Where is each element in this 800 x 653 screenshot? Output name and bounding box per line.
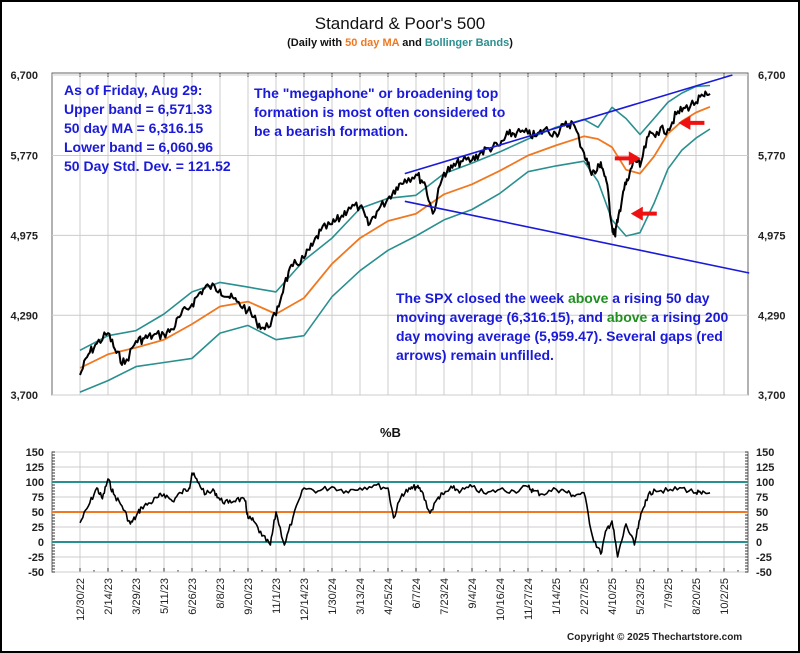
y-tick-label-left: 4,290 — [10, 310, 38, 322]
x-tick-label: 10/16/24 — [495, 578, 507, 621]
x-tick-label: 1/30/24 — [327, 578, 339, 615]
x-tick-label: 4/25/24 — [383, 578, 395, 615]
x-tick-label: 6/26/23 — [187, 578, 199, 615]
x-tick-label: 12/14/23 — [299, 578, 311, 621]
y-tick-label-right: 5,770 — [758, 151, 786, 163]
lower-band-line — [79, 128, 711, 393]
x-tick-label: 12/30/22 — [75, 578, 87, 621]
x-tick-label: 2/14/23 — [103, 578, 115, 615]
y-tick-label-right: 3,700 — [758, 390, 786, 402]
x-tick-label: 9/20/23 — [243, 578, 255, 615]
summary-annotation: The SPX closed the week above a rising 5… — [396, 290, 729, 363]
y-tick-label-left: 6,700 — [10, 70, 38, 82]
ma-line — [79, 105, 711, 369]
pctb-y-label-left: 100 — [26, 477, 44, 489]
pctb-y-label-right: 150 — [756, 447, 774, 459]
x-tick-label: 2/27/25 — [579, 578, 591, 615]
pctb-y-label-right: 25 — [756, 522, 768, 534]
chart-title: Standard & Poor's 500 — [314, 14, 486, 33]
y-tick-label-right: 4,975 — [758, 230, 786, 242]
gap-arrow-icon — [614, 151, 641, 166]
x-tick-label: 8/20/25 — [691, 578, 703, 615]
pctb-y-label-right: 125 — [756, 462, 774, 474]
x-tick-label: 11/1/23 — [271, 578, 283, 614]
y-tick-label-left: 4,975 — [10, 230, 38, 242]
copyright: Copyright © 2025 Thechartstore.com — [567, 632, 743, 643]
chart-subtitle: (Daily with 50 day MA and Bollinger Band… — [287, 37, 513, 49]
pctb-y-label-left: 75 — [32, 492, 44, 504]
pctb-y-label-right: -50 — [756, 567, 772, 579]
pctb-y-label-right: 100 — [756, 477, 774, 489]
gap-arrow-icon — [630, 206, 657, 221]
pctb-y-label-left: 0 — [38, 537, 44, 549]
x-tick-label: 10/2/25 — [719, 578, 731, 615]
x-tick-label: 3/29/23 — [131, 578, 143, 615]
stats-annotation: As of Friday, Aug 29: Upper band = 6,571… — [64, 82, 231, 174]
x-tick-label: 5/11/23 — [159, 578, 171, 614]
pctb-y-label-left: 50 — [32, 507, 44, 519]
x-tick-label: 9/4/24 — [467, 578, 479, 609]
pctb-y-label-right: 75 — [756, 492, 768, 504]
y-tick-label-right: 4,290 — [758, 310, 786, 322]
x-tick-label: 4/10/25 — [607, 578, 619, 615]
lower-trendline — [404, 200, 750, 274]
y-tick-label-left: 5,770 — [10, 151, 38, 163]
y-tick-label-right: 6,700 — [758, 70, 786, 82]
gap-arrow-icon — [678, 115, 705, 130]
pctb-title: %B — [380, 425, 401, 440]
x-tick-label: 6/7/24 — [411, 578, 423, 609]
pctb-y-label-left: 125 — [26, 462, 44, 474]
upper-trendline — [404, 74, 733, 175]
subtitle-bands: Bollinger Bands — [424, 37, 510, 49]
megaphone-annotation: The "megaphone" or broadening top format… — [254, 85, 506, 139]
x-tick-label: 1/14/25 — [551, 578, 563, 615]
pctb-y-label-left: 150 — [26, 447, 44, 459]
x-tick-label: 11/27/24 — [523, 578, 535, 620]
price-line — [79, 90, 711, 376]
pctb-y-label-right: 0 — [756, 537, 762, 549]
x-tick-label: 3/13/24 — [355, 578, 367, 615]
pctb-y-label-right: 50 — [756, 507, 768, 519]
x-tick-label: 7/9/25 — [663, 578, 675, 609]
pctb-y-label-left: -25 — [28, 552, 44, 564]
pctb-y-label-left: 25 — [32, 522, 44, 534]
x-tick-label: 7/23/24 — [439, 578, 451, 615]
pctb-y-label-left: -50 — [28, 567, 44, 579]
pctb-y-label-right: -25 — [756, 552, 772, 564]
y-tick-label-left: 3,700 — [10, 390, 38, 402]
x-tick-label: 8/8/23 — [215, 578, 227, 609]
x-tick-label: 5/23/25 — [635, 578, 647, 615]
subtitle-ma: 50 day MA — [345, 37, 400, 49]
pctb-line — [79, 472, 711, 558]
